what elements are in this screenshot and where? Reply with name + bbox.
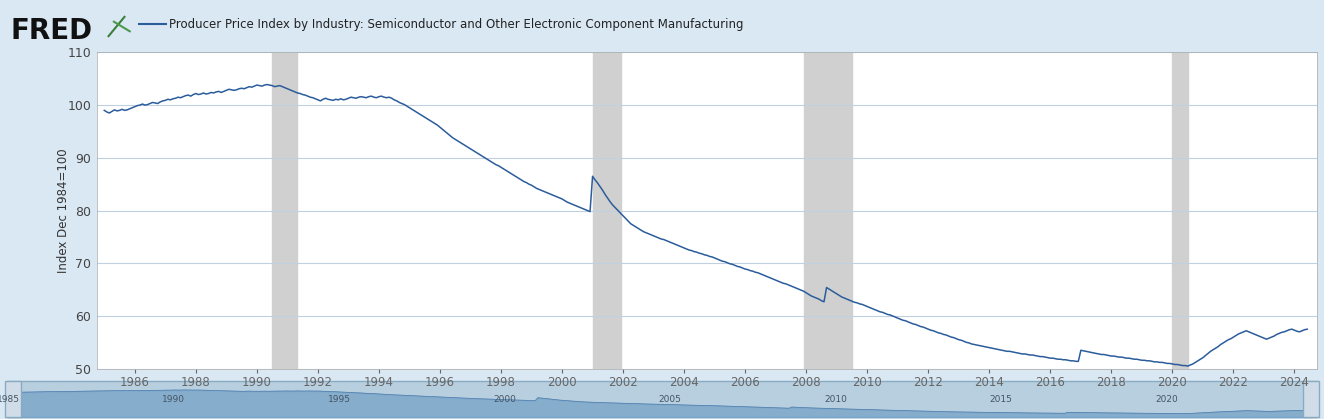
Bar (1173, 52, 1188, 369)
Text: 2015: 2015 (990, 395, 1013, 403)
FancyBboxPatch shape (1303, 381, 1319, 417)
Text: 1985: 1985 (0, 395, 20, 403)
Y-axis label: Index Dec 1984=100: Index Dec 1984=100 (57, 148, 70, 273)
Text: Producer Price Index by Industry: Semiconductor and Other Electronic Component M: Producer Price Index by Industry: Semico… (169, 18, 744, 31)
Bar (804, 52, 851, 369)
Text: 2000: 2000 (494, 395, 516, 403)
FancyBboxPatch shape (5, 381, 21, 417)
Text: 2010: 2010 (825, 395, 847, 403)
Text: 1995: 1995 (328, 395, 351, 403)
Text: 2005: 2005 (659, 395, 682, 403)
Text: FRED: FRED (11, 17, 93, 45)
Text: 1990: 1990 (163, 395, 185, 403)
Bar (593, 52, 621, 369)
FancyBboxPatch shape (7, 381, 1317, 417)
Text: 2020: 2020 (1156, 395, 1178, 403)
Bar (273, 52, 298, 369)
